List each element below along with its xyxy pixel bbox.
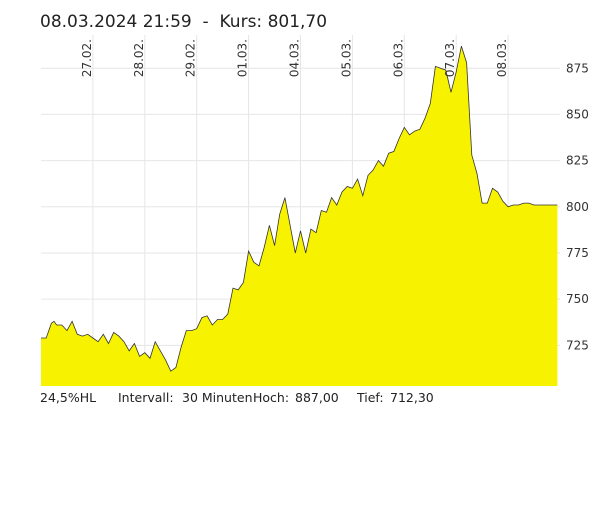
date-label: 01.03.: [236, 39, 250, 77]
footer-interval-label: Intervall:: [118, 390, 174, 405]
price-chart: 725 750 775 800 825 850 875 27.02. 28.02. 29.02.…: [41, 35, 589, 386]
price-line: [41, 45, 558, 372]
date-label: 04.03.: [288, 39, 302, 77]
chart-header: 08.03.2024 21:59 - Kurs: 801,70: [40, 12, 327, 32]
date-label: 29.02.: [184, 39, 198, 77]
footer-percent-range: 24,5%HL: [40, 390, 97, 405]
header-datetime: 08.03.2024 21:59: [40, 12, 192, 32]
date-label: 06.03.: [391, 39, 405, 77]
price-area: [41, 45, 558, 386]
y-tick-label: 875: [566, 61, 589, 75]
date-label: 08.03.: [495, 39, 509, 77]
header-separator: -: [202, 12, 209, 32]
footer-low-label: Tief:: [357, 390, 384, 405]
y-tick-label: 725: [566, 338, 589, 352]
y-tick-label: 850: [566, 107, 589, 121]
footer-high-value: 887,00: [295, 390, 339, 405]
date-label: 28.02.: [132, 39, 146, 77]
header-kurs-label: Kurs:: [219, 12, 263, 32]
footer-high-label: Hoch:: [253, 390, 290, 405]
footer-interval-value: 30 Minuten: [182, 390, 253, 405]
chart-footer: 24,5%HL Intervall: 30 Minuten Hoch: 887,…: [40, 390, 434, 510]
y-axis-ticks: 725 750 775 800 825 850 875: [566, 61, 589, 352]
y-tick-label: 825: [566, 154, 589, 168]
date-labels: 27.02. 28.02. 29.02. 01.03. 04.03. 05.03. 06.0…: [80, 39, 509, 77]
y-tick-label: 750: [566, 292, 589, 306]
date-label: 05.03.: [339, 39, 353, 77]
y-tick-label: 800: [566, 200, 589, 214]
header-kurs-value: 801,70: [267, 12, 328, 32]
footer-low-value: 712,30: [390, 390, 434, 405]
date-label: 27.02.: [80, 39, 94, 77]
price-area-fill: [41, 46, 558, 386]
date-label: 07.03.: [443, 39, 457, 77]
y-tick-label: 775: [566, 246, 589, 260]
